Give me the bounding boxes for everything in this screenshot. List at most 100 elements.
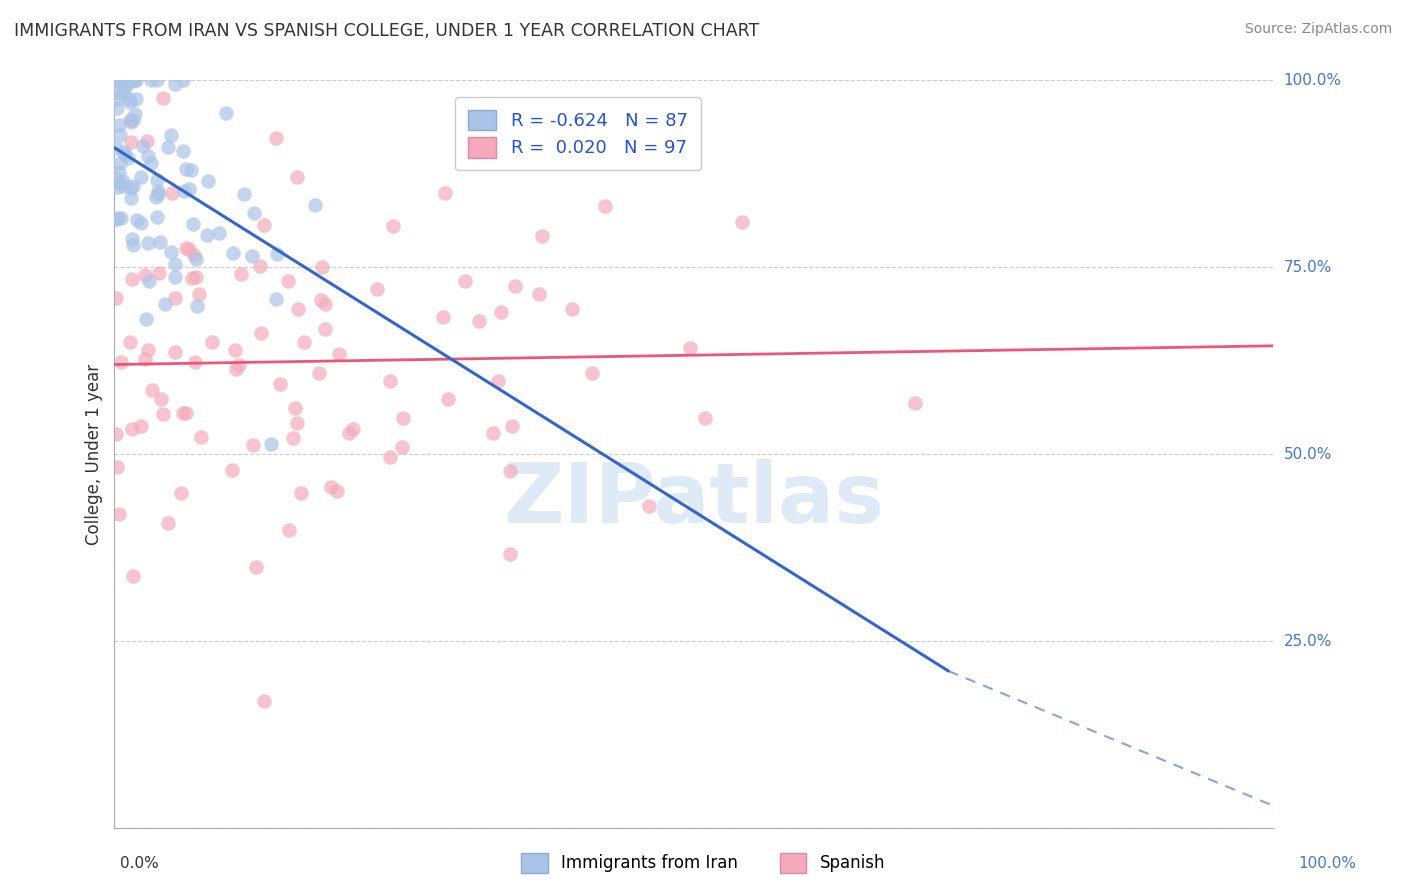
Point <box>180 271 202 285</box>
Point <box>174 161 197 176</box>
Point <box>250 326 273 340</box>
Point <box>112 174 135 188</box>
Point <box>129 418 152 433</box>
Point <box>499 547 522 561</box>
Point <box>122 179 145 194</box>
Point <box>224 343 246 358</box>
Point <box>228 358 250 372</box>
Point <box>146 187 169 202</box>
Point <box>121 422 143 436</box>
Point <box>308 366 330 380</box>
Point <box>104 426 127 441</box>
Point <box>434 186 457 201</box>
Point <box>121 232 143 246</box>
Point <box>114 147 136 161</box>
Point <box>124 107 146 121</box>
Point <box>148 184 170 198</box>
Point <box>392 411 415 425</box>
Y-axis label: College, Under 1 year: College, Under 1 year <box>86 364 103 545</box>
Point <box>381 219 404 234</box>
Point <box>136 148 159 162</box>
Point <box>337 426 360 441</box>
Point <box>378 450 401 464</box>
Point <box>181 217 204 231</box>
Point <box>118 334 141 349</box>
Text: IMMIGRANTS FROM IRAN VS SPANISH COLLEGE, UNDER 1 YEAR CORRELATION CHART: IMMIGRANTS FROM IRAN VS SPANISH COLLEGE,… <box>14 22 759 40</box>
Point <box>172 144 194 158</box>
Point <box>482 426 505 441</box>
Point <box>679 341 702 355</box>
Point <box>111 86 134 100</box>
Point <box>105 212 128 227</box>
Point <box>121 238 143 252</box>
Point <box>240 249 263 263</box>
Point <box>266 247 288 261</box>
Text: 75.0%: 75.0% <box>1284 260 1331 275</box>
Point <box>125 92 148 106</box>
Text: 25.0%: 25.0% <box>1284 633 1331 648</box>
Point <box>112 179 135 194</box>
Point <box>314 322 336 336</box>
Point <box>114 73 136 87</box>
Point <box>638 499 661 513</box>
Point <box>163 77 186 91</box>
Point <box>174 241 197 255</box>
Point <box>264 292 287 306</box>
Point <box>121 112 143 127</box>
Point <box>114 82 136 96</box>
Point <box>148 266 170 280</box>
Point <box>253 219 276 233</box>
Point <box>366 282 388 296</box>
Point <box>121 73 143 87</box>
Point <box>501 419 523 434</box>
Point <box>904 396 927 410</box>
Point <box>531 228 554 243</box>
Point <box>163 291 186 305</box>
Point <box>183 355 205 369</box>
Point <box>253 694 276 708</box>
Point <box>187 286 209 301</box>
Point <box>121 135 143 149</box>
Point <box>342 422 364 436</box>
Point <box>105 73 128 87</box>
Point <box>172 406 194 420</box>
Point <box>156 516 179 530</box>
Point <box>160 245 183 260</box>
Point <box>561 301 583 316</box>
Point <box>314 297 336 311</box>
Point <box>731 215 754 229</box>
Point <box>436 392 458 407</box>
Point <box>108 165 131 179</box>
Point <box>146 73 169 87</box>
Point <box>141 384 163 398</box>
Text: Source: ZipAtlas.com: Source: ZipAtlas.com <box>1244 22 1392 37</box>
Point <box>249 259 271 273</box>
Point <box>145 210 167 224</box>
Point <box>269 376 291 391</box>
Point <box>149 235 172 250</box>
Point <box>183 248 205 262</box>
Point <box>139 156 162 170</box>
Point <box>107 180 129 194</box>
Point <box>454 274 477 288</box>
Point <box>108 156 131 170</box>
Point <box>489 305 512 319</box>
Point <box>105 92 128 106</box>
Point <box>118 73 141 87</box>
Point <box>231 267 253 281</box>
Point <box>290 486 312 500</box>
Point <box>503 279 526 293</box>
Point <box>176 406 198 420</box>
Point <box>163 344 186 359</box>
Point <box>432 310 454 324</box>
Point <box>169 486 191 500</box>
Point <box>110 177 132 191</box>
Point <box>195 227 218 242</box>
Point <box>107 101 129 115</box>
Point <box>129 169 152 184</box>
Point <box>186 299 208 313</box>
Point <box>581 366 603 380</box>
Point <box>114 73 136 87</box>
Point <box>225 361 247 376</box>
Legend: Immigrants from Iran, Spanish: Immigrants from Iran, Spanish <box>515 847 891 880</box>
